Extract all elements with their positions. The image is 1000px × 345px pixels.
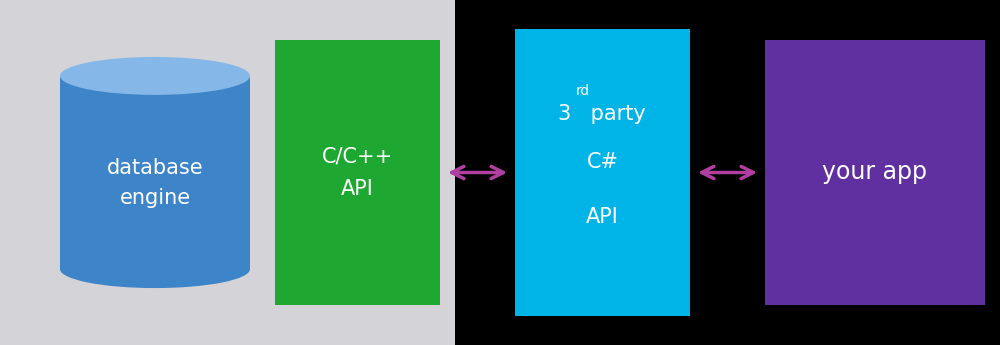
Text: 3: 3 [558,104,571,124]
Text: database
engine: database engine [107,158,203,208]
Text: C/C++
API: C/C++ API [322,146,393,199]
Text: party: party [584,104,646,124]
Text: your app: your app [822,160,928,185]
Ellipse shape [60,250,250,288]
Polygon shape [60,76,250,269]
Bar [275,40,440,305]
Text: rd: rd [576,85,590,98]
Text: API: API [586,207,619,227]
Bar [765,40,985,305]
Bar [515,29,690,316]
Text: C#: C# [586,152,618,172]
Ellipse shape [60,57,250,95]
Bar [0,0,455,345]
